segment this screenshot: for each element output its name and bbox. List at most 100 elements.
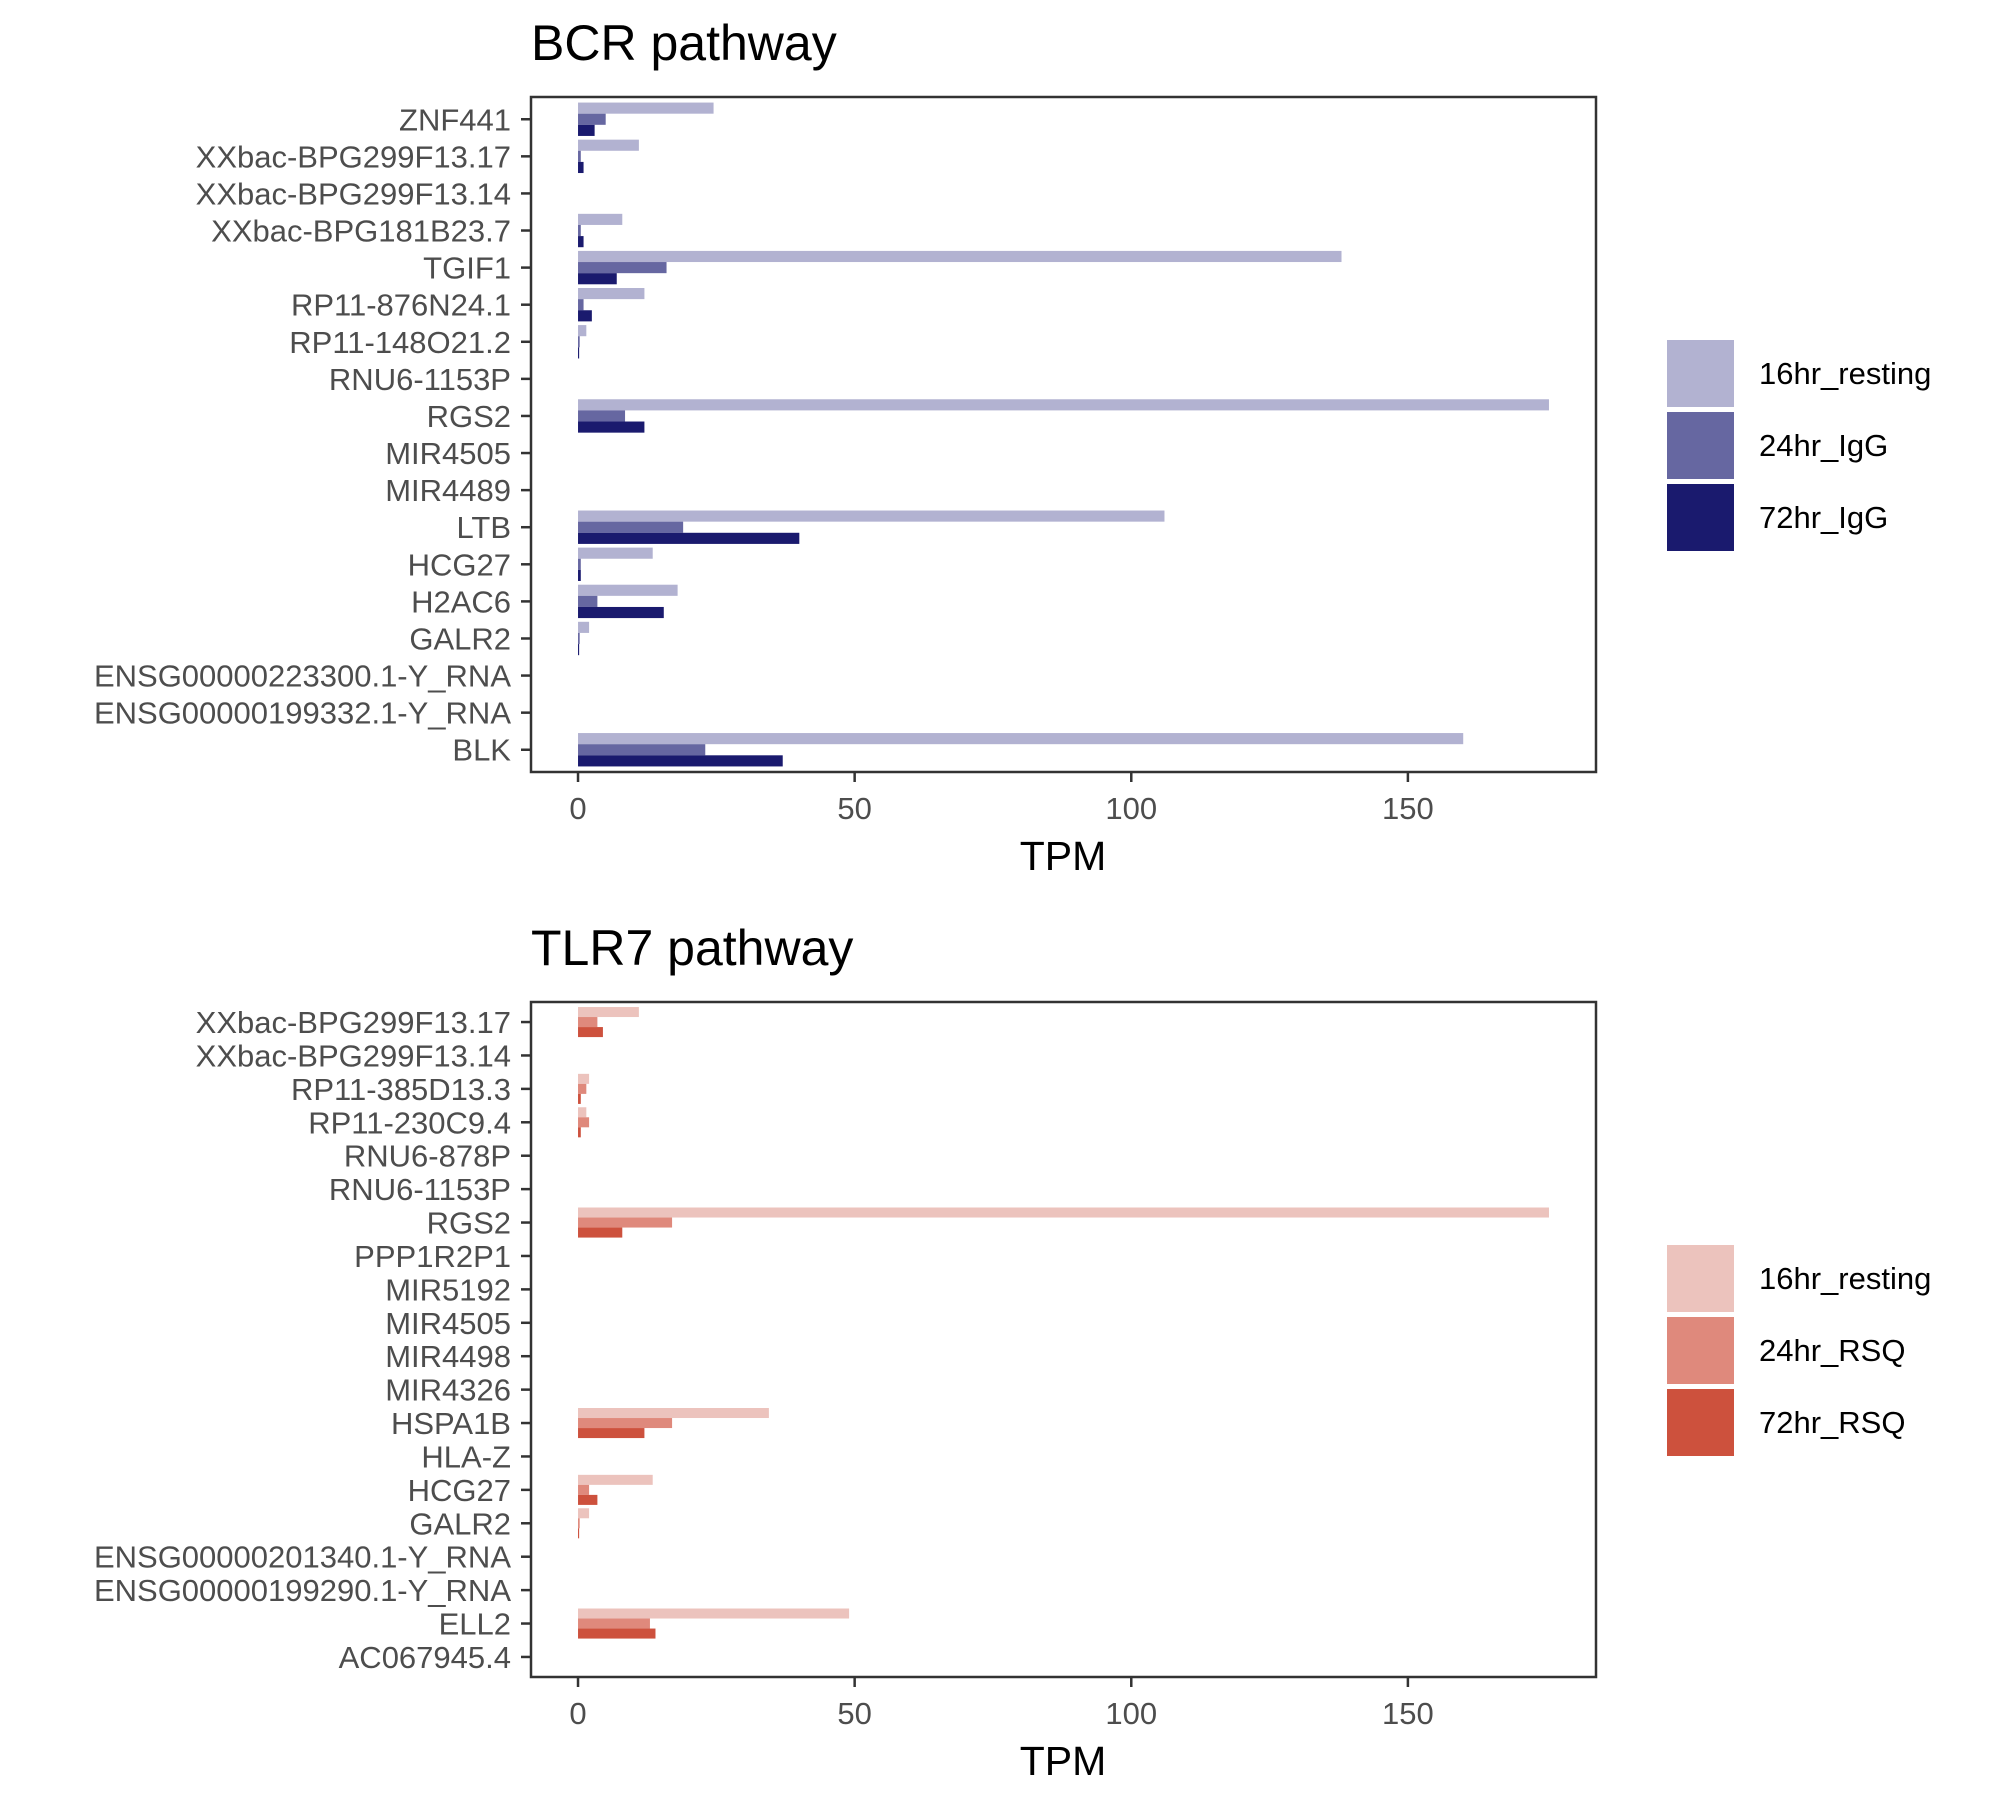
bar	[578, 399, 1549, 411]
bar	[578, 113, 606, 125]
panel-title: TLR7 pathway	[531, 920, 853, 976]
y-tick-label: HSPA1B	[391, 1406, 511, 1441]
x-tick-label: 0	[569, 791, 586, 826]
y-tick-label: HLA-Z	[421, 1439, 511, 1474]
legend-label: 16hr_resting	[1759, 1261, 1931, 1296]
bar	[578, 213, 623, 225]
bar	[578, 595, 598, 607]
y-tick-label: MIR4505	[385, 1306, 511, 1341]
legend-label: 24hr_IgG	[1759, 428, 1888, 463]
bar	[578, 1428, 645, 1439]
bar	[578, 1418, 673, 1429]
y-tick-label: ENSG00000223300.1-Y_RNA	[94, 659, 511, 694]
y-tick-label: HCG27	[408, 547, 511, 582]
bar	[578, 124, 595, 136]
bar	[578, 1127, 581, 1138]
x-tick-label: 0	[569, 1696, 586, 1731]
bar	[578, 299, 584, 311]
bar	[578, 1474, 653, 1485]
y-tick-label: PPP1R2P1	[354, 1239, 511, 1274]
bar	[578, 1494, 598, 1505]
y-tick-label: ZNF441	[399, 102, 511, 137]
bar	[578, 1508, 590, 1519]
bar	[578, 521, 684, 533]
bar	[578, 1628, 656, 1639]
bar	[578, 532, 800, 544]
y-tick-label: MIR4489	[385, 473, 511, 508]
bar	[578, 632, 580, 645]
bar	[578, 262, 667, 274]
y-tick-label: GALR2	[409, 1506, 511, 1541]
bar	[578, 733, 1464, 745]
bar	[578, 1027, 603, 1038]
y-tick-label: AC067945.4	[339, 1640, 511, 1675]
x-tick-label: 150	[1382, 1696, 1434, 1731]
legend: 16hr_resting 24hr_IgG 72hr_IgG	[1667, 340, 1931, 551]
bar	[578, 558, 581, 570]
y-tick-label: RNU6-878P	[344, 1139, 511, 1174]
bar	[578, 236, 584, 248]
bar	[578, 273, 617, 285]
y-tick-label: RGS2	[427, 399, 511, 434]
y-tick-label: RP11-230C9.4	[308, 1105, 511, 1140]
bar	[578, 421, 645, 433]
panel-0: BCR pathwayZNF441XXbac-BPG299F13.17XXbac…	[94, 15, 1931, 879]
bar	[578, 644, 580, 656]
bar	[578, 1227, 623, 1238]
x-axis-title: TPM	[1020, 1738, 1107, 1784]
x-axis-title: TPM	[1020, 833, 1107, 879]
bar	[578, 1408, 769, 1419]
x-tick-label: 50	[837, 791, 871, 826]
bar	[578, 1608, 850, 1619]
bar	[578, 102, 714, 114]
y-tick-label: LTB	[456, 510, 511, 545]
y-tick-label: GALR2	[409, 621, 511, 656]
bar	[578, 288, 645, 300]
y-tick-label: ELL2	[439, 1607, 511, 1642]
legend-label: 72hr_RSQ	[1759, 1405, 1905, 1440]
legend-swatch	[1667, 340, 1734, 407]
bar	[578, 325, 587, 337]
legend-label: 24hr_RSQ	[1759, 1333, 1905, 1368]
bar	[578, 584, 678, 596]
legend-swatch	[1667, 484, 1734, 551]
y-tick-label: RP11-385D13.3	[291, 1072, 511, 1107]
legend-swatch	[1667, 1317, 1734, 1384]
bar	[578, 1107, 587, 1118]
bar	[578, 1017, 598, 1028]
y-tick-label: MIR4326	[385, 1373, 511, 1408]
y-tick-label: H2AC6	[411, 584, 511, 619]
y-tick-label: ENSG00000201340.1-Y_RNA	[94, 1540, 511, 1575]
bar	[578, 410, 626, 422]
bar	[578, 336, 580, 348]
x-tick-label: 100	[1105, 791, 1157, 826]
bar	[578, 1083, 587, 1094]
x-tick-label: 50	[837, 1696, 871, 1731]
bar	[578, 1618, 650, 1629]
y-tick-label: BLK	[452, 733, 511, 768]
y-tick-label: TGIF1	[423, 251, 511, 286]
bar	[578, 606, 664, 619]
bar	[578, 1007, 639, 1018]
y-tick-label: XXbac-BPG181B23.7	[211, 214, 511, 249]
y-tick-label: RGS2	[427, 1206, 511, 1241]
legend-label: 72hr_IgG	[1759, 500, 1888, 535]
bar	[578, 510, 1165, 522]
bar	[578, 1207, 1549, 1218]
bar	[578, 1484, 590, 1495]
y-tick-label: XXbac-BPG299F13.17	[196, 1005, 511, 1040]
bar	[578, 150, 581, 162]
bar	[578, 744, 706, 756]
bar	[578, 1117, 590, 1128]
legend-label: 16hr_resting	[1759, 356, 1931, 391]
bar	[578, 1518, 580, 1529]
y-tick-label: XXbac-BPG299F13.14	[196, 176, 511, 211]
legend-swatch	[1667, 1389, 1734, 1456]
bar	[578, 621, 590, 633]
y-tick-label: ENSG00000199332.1-Y_RNA	[94, 696, 511, 731]
bar	[578, 161, 584, 174]
legend: 16hr_resting 24hr_RSQ 72hr_RSQ	[1667, 1245, 1931, 1456]
bar	[578, 1073, 590, 1084]
bar	[578, 310, 592, 322]
